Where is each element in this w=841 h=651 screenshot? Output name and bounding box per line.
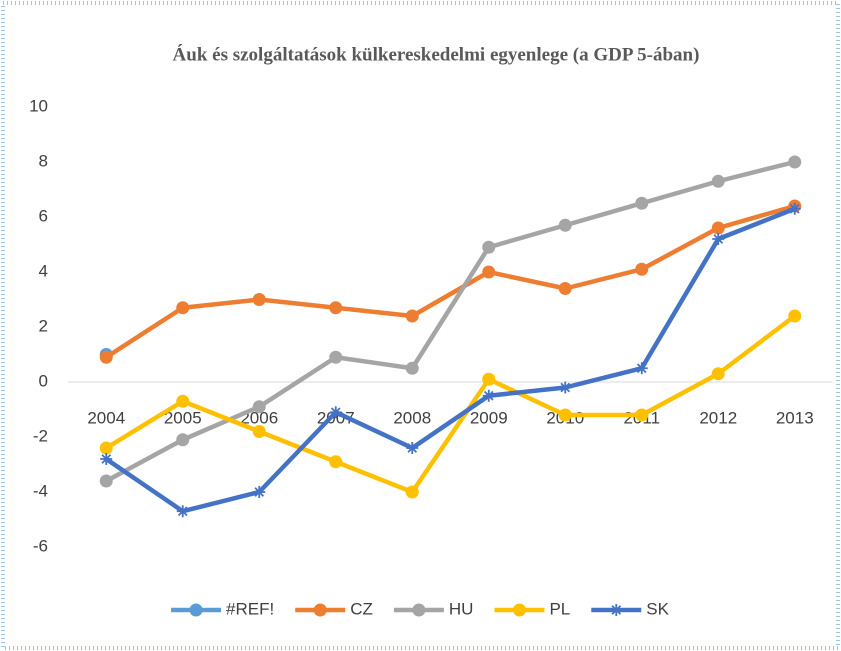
data-point xyxy=(176,433,190,447)
data-point xyxy=(558,218,572,232)
data-point xyxy=(329,301,343,315)
legend-label: SK xyxy=(646,599,669,618)
data-point xyxy=(635,362,648,375)
series-line xyxy=(104,313,797,495)
data-point xyxy=(329,350,343,364)
legend-label: HU xyxy=(449,599,474,618)
data-point xyxy=(100,453,113,465)
data-point xyxy=(558,408,572,422)
data-point xyxy=(329,406,342,419)
legend-marker xyxy=(610,604,623,616)
data-point xyxy=(635,196,649,210)
legend-label: CZ xyxy=(350,599,373,618)
legend-label: #REF! xyxy=(226,599,274,618)
data-point xyxy=(176,301,190,315)
y-tick-label: 10 xyxy=(29,96,48,115)
legend-marker xyxy=(189,603,203,617)
y-tick-label: 0 xyxy=(39,371,48,390)
y-tick-label: 2 xyxy=(39,316,48,335)
data-point xyxy=(559,381,572,394)
data-point xyxy=(99,441,113,455)
data-point xyxy=(252,425,266,438)
data-point xyxy=(558,282,572,295)
data-point xyxy=(635,262,649,276)
series-line xyxy=(104,203,797,360)
legend-marker xyxy=(313,603,327,617)
series-line xyxy=(104,159,797,484)
data-point xyxy=(788,202,801,215)
y-tick-label: 8 xyxy=(39,151,48,170)
x-tick-label: 2004 xyxy=(87,408,125,427)
data-point xyxy=(99,350,113,364)
data-point xyxy=(482,389,495,402)
data-point xyxy=(176,394,190,408)
data-point xyxy=(405,309,419,323)
y-tick-label: 6 xyxy=(39,206,48,225)
data-point xyxy=(712,233,725,245)
data-point xyxy=(329,455,343,469)
data-point xyxy=(99,474,113,488)
data-point xyxy=(405,485,419,499)
data-point xyxy=(482,265,496,279)
x-tick-label: 2008 xyxy=(393,408,431,427)
data-point xyxy=(482,240,496,254)
data-point xyxy=(482,372,496,386)
data-point xyxy=(711,367,725,381)
data-point xyxy=(176,505,189,518)
x-tick-label: 2005 xyxy=(164,408,202,427)
data-point xyxy=(405,361,419,375)
data-point xyxy=(788,155,802,169)
series-line xyxy=(104,206,797,514)
data-point xyxy=(252,293,266,306)
data-point xyxy=(711,174,725,188)
x-tick-label: 2013 xyxy=(776,408,814,427)
y-tick-label: -4 xyxy=(33,481,48,500)
y-tick-label: -2 xyxy=(33,426,48,445)
data-point xyxy=(253,486,266,498)
legend-marker xyxy=(412,603,426,617)
chart-title: Áuk és szolgáltatások külkereskedelmi eg… xyxy=(173,43,700,65)
y-tick-label: 4 xyxy=(39,261,48,280)
x-tick-label: 2012 xyxy=(699,408,737,427)
legend-marker xyxy=(512,603,526,617)
legend-label: PL xyxy=(549,599,570,618)
data-point xyxy=(711,221,725,235)
data-point xyxy=(788,309,802,323)
data-point xyxy=(635,408,649,422)
y-tick-label: -6 xyxy=(33,536,48,555)
data-point xyxy=(252,400,266,414)
data-point xyxy=(406,442,419,454)
x-tick-label: 2009 xyxy=(470,408,508,427)
